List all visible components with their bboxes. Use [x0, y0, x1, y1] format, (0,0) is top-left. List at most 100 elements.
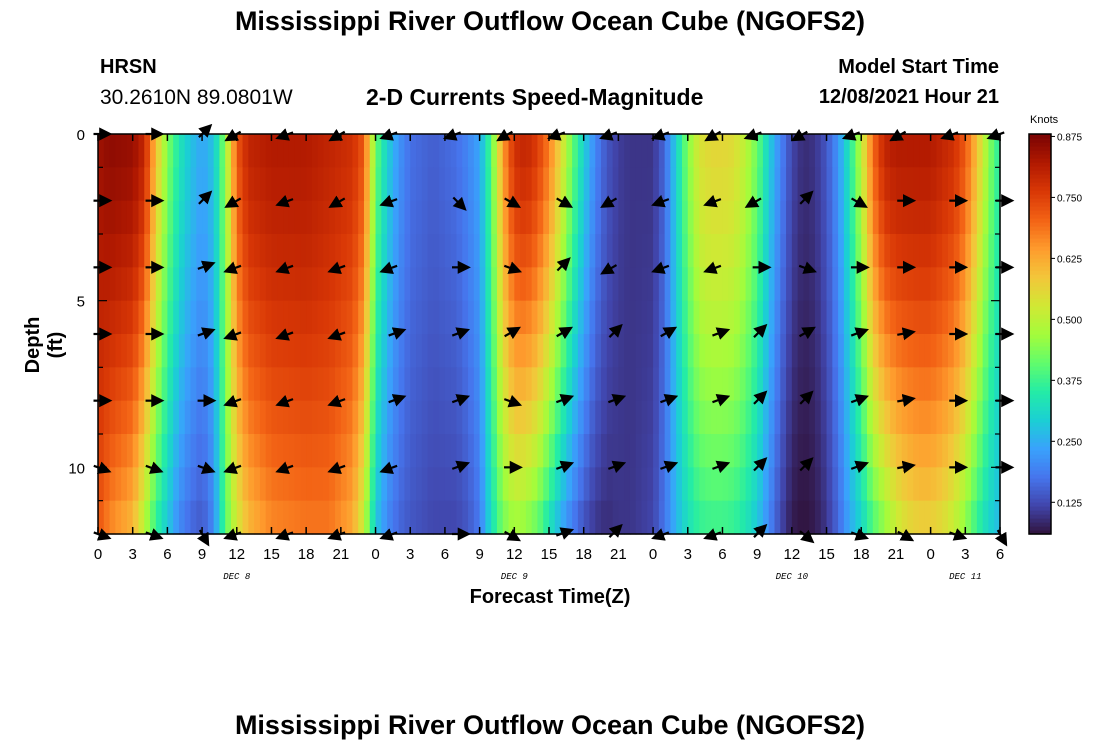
heatmap-cell: [768, 234, 776, 268]
heatmap-cell: [254, 300, 261, 335]
heatmap-cell: [612, 200, 619, 235]
heatmap-cell: [433, 200, 440, 235]
heatmap-cell: [757, 234, 764, 268]
heatmap-cell: [456, 500, 463, 535]
heatmap-cell: [629, 267, 637, 302]
heatmap-cell: [398, 234, 406, 268]
heatmap-cell: [843, 167, 851, 202]
heatmap-cell: [832, 234, 839, 268]
heatmap-cell: [612, 267, 619, 302]
heatmap-cell: [549, 300, 556, 335]
colorbar-segment: [1029, 258, 1051, 263]
heatmap-cell: [525, 267, 533, 302]
heatmap-cell: [121, 467, 128, 502]
heatmap-cell: [867, 234, 874, 268]
heatmap-cell: [144, 400, 151, 435]
heatmap-cell: [363, 167, 371, 202]
heatmap-cell: [982, 334, 990, 368]
heatmap-cell: [410, 400, 417, 435]
heatmap-cell: [254, 200, 261, 235]
heatmap-cell: [861, 334, 868, 368]
heatmap-cell: [311, 434, 319, 468]
heatmap-cell: [444, 300, 452, 335]
heatmap-cell: [277, 267, 284, 302]
heatmap-cell: [953, 200, 961, 235]
heatmap-cell: [213, 467, 221, 502]
heatmap-cell: [265, 267, 273, 302]
heatmap-cell: [861, 500, 868, 535]
heatmap-cell: [786, 167, 793, 202]
heatmap-cell: [288, 467, 296, 502]
heatmap-cell: [300, 334, 307, 368]
heatmap-cell: [745, 500, 752, 535]
heatmap-cell: [820, 467, 828, 502]
heatmap-cell: [150, 300, 157, 335]
heatmap-cell: [283, 300, 290, 335]
colorbar-segment: [1029, 498, 1051, 503]
heatmap-cell: [670, 300, 677, 335]
heatmap-cell: [248, 200, 255, 235]
heatmap-cell: [242, 400, 249, 435]
heatmap-cell: [144, 267, 151, 302]
heatmap-cell: [427, 300, 434, 335]
heatmap-cell: [768, 467, 776, 502]
heatmap-cell: [589, 300, 596, 335]
heatmap-cell: [982, 134, 990, 168]
heatmap-cell: [838, 267, 845, 302]
heatmap-cell: [734, 500, 741, 535]
colorbar-segment: [1029, 438, 1051, 443]
heatmap-cell: [375, 200, 382, 235]
heatmap-cell: [647, 334, 654, 368]
x-tick-label: 3: [129, 546, 137, 563]
heatmap-cell: [230, 267, 238, 302]
heatmap-cell: [126, 167, 134, 202]
heatmap-cell: [797, 167, 805, 202]
heatmap-cell: [924, 367, 932, 402]
heatmap-cell: [277, 467, 284, 502]
heatmap-cell: [606, 200, 614, 235]
heatmap-cell: [283, 467, 290, 502]
current-vector-arrow: [452, 196, 467, 211]
heatmap-cell: [173, 434, 180, 468]
heatmap-cell: [751, 400, 758, 435]
heatmap-cell: [583, 467, 591, 502]
heatmap-cell: [809, 200, 816, 235]
heatmap-cell: [410, 300, 417, 335]
heatmap-cell: [352, 267, 359, 302]
heatmap-cell: [126, 200, 134, 235]
heatmap-cell: [849, 167, 857, 202]
heatmap-cell: [629, 467, 637, 502]
heatmap-cell: [913, 134, 920, 168]
heatmap-cell: [554, 500, 562, 535]
heatmap-cell: [814, 300, 822, 335]
heatmap-cell: [439, 300, 446, 335]
current-vector-arrow: [223, 394, 242, 408]
heatmap-cell: [300, 267, 307, 302]
heatmap-cell: [375, 167, 382, 202]
heatmap-cell: [572, 167, 579, 202]
colorbar-segment: [1029, 414, 1051, 419]
heatmap-cell: [184, 200, 192, 235]
heatmap-cell: [693, 200, 700, 235]
heatmap-cell: [288, 200, 296, 235]
heatmap-cell: [814, 434, 822, 468]
heatmap-cell: [358, 134, 365, 168]
heatmap-cell: [901, 200, 909, 235]
heatmap-cell: [595, 400, 602, 435]
heatmap-cell: [444, 267, 452, 302]
heatmap-cell: [647, 300, 654, 335]
heatmap-cell: [525, 334, 533, 368]
heatmap-cell: [751, 300, 758, 335]
heatmap-cell: [797, 367, 805, 402]
heatmap-cell: [219, 334, 226, 368]
heatmap-cell: [155, 134, 163, 168]
heatmap-cell: [572, 334, 579, 368]
heatmap-cell: [369, 467, 377, 502]
heatmap-cell: [722, 300, 729, 335]
heatmap-cell: [577, 334, 585, 368]
heatmap-cell: [525, 367, 533, 402]
heatmap-cell: [161, 400, 168, 435]
heatmap-cell: [311, 300, 319, 335]
heatmap-cell: [103, 500, 111, 535]
heatmap-cell: [676, 367, 683, 402]
